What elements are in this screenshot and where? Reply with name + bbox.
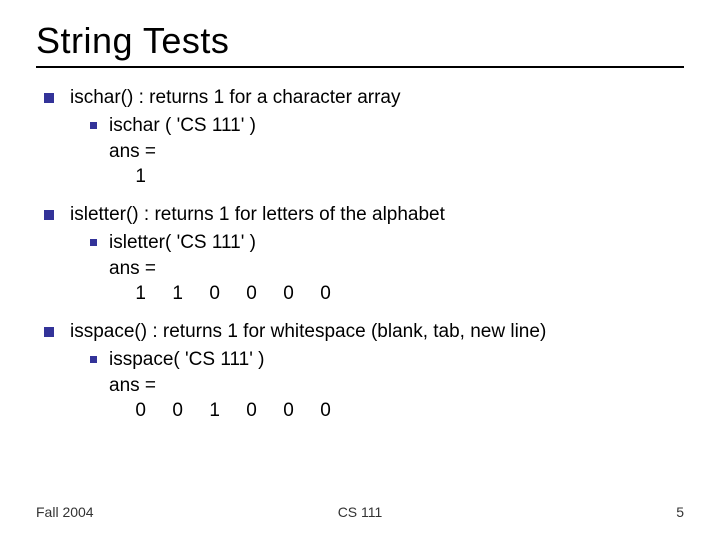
item-heading: isspace() : returns 1 for whitespace (bl…: [70, 320, 546, 344]
square-bullet-icon: [44, 93, 54, 103]
square-bullet-icon: [44, 327, 54, 337]
square-bullet-small-icon: [90, 122, 97, 129]
slide-title: String Tests: [36, 20, 684, 62]
bullet-level1: isspace() : returns 1 for whitespace (bl…: [44, 320, 684, 344]
ans-label: ans =: [109, 257, 684, 281]
bullet-level1: isletter() : returns 1 for letters of th…: [44, 203, 684, 227]
result-row: 0 0 1 0 0 0: [109, 399, 684, 423]
footer: Fall 2004 CS 111 5: [0, 504, 720, 520]
ans-label: ans =: [109, 374, 684, 398]
item-heading: isletter() : returns 1 for letters of th…: [70, 203, 445, 227]
content-area: ischar() : returns 1 for a character arr…: [36, 86, 684, 423]
bullet-level2: isspace( 'CS 111' ): [90, 348, 684, 372]
footer-right: 5: [676, 504, 684, 520]
square-bullet-icon: [44, 210, 54, 220]
square-bullet-small-icon: [90, 356, 97, 363]
slide: String Tests ischar() : returns 1 for a …: [0, 0, 720, 540]
bullet-level1: ischar() : returns 1 for a character arr…: [44, 86, 684, 110]
result-row: 1 1 0 0 0 0: [109, 282, 684, 306]
ans-label: ans =: [109, 140, 684, 164]
bullet-level2: isletter( 'CS 111' ): [90, 231, 684, 255]
footer-center: CS 111: [338, 504, 383, 520]
footer-left: Fall 2004: [36, 504, 94, 520]
square-bullet-small-icon: [90, 239, 97, 246]
bullet-level2: ischar ( 'CS 111' ): [90, 114, 684, 138]
item-heading: ischar() : returns 1 for a character arr…: [70, 86, 401, 110]
title-rule: [36, 66, 684, 68]
result-row: 1: [109, 165, 684, 189]
code-call: ischar ( 'CS 111' ): [109, 114, 256, 138]
code-call: isspace( 'CS 111' ): [109, 348, 264, 372]
code-call: isletter( 'CS 111' ): [109, 231, 256, 255]
